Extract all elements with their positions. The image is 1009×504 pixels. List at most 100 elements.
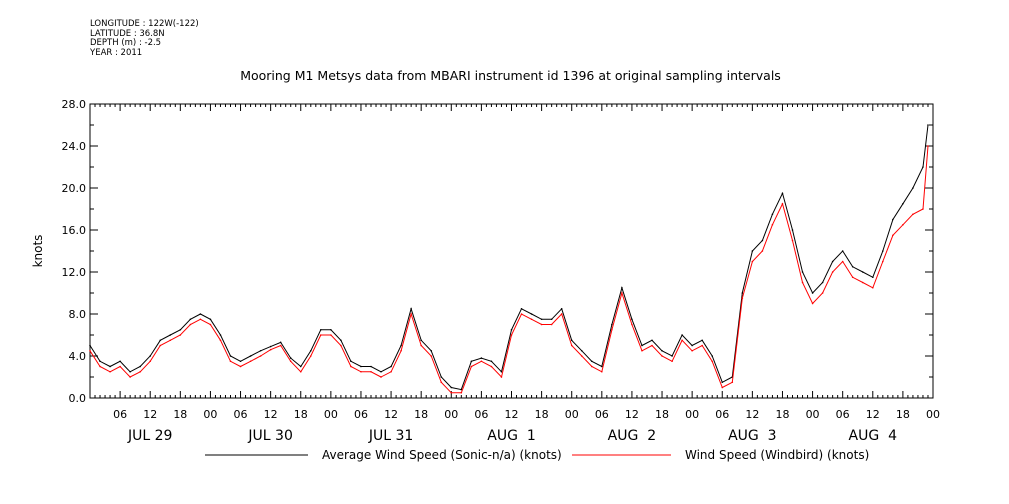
data-point [590, 360, 593, 363]
data-point [821, 281, 824, 284]
x-tick-label: 06 [234, 408, 248, 421]
x-tick-label: 18 [655, 408, 669, 421]
x-day-label: AUG 4 [849, 428, 898, 444]
data-point [681, 339, 683, 342]
data-point [490, 365, 493, 368]
x-tick-label: 00 [685, 408, 699, 421]
data-point [530, 313, 533, 315]
data-point [771, 213, 774, 216]
data-point [651, 339, 653, 342]
data-point [621, 286, 623, 289]
data-point [239, 360, 242, 363]
data-point [89, 349, 91, 352]
data-point [661, 355, 663, 357]
data-point [340, 344, 342, 347]
data-point [761, 250, 764, 252]
data-point [450, 386, 453, 389]
data-point [902, 223, 904, 226]
longitude-label: LONGITUDE : 122W(-122) [90, 19, 199, 29]
data-point [631, 318, 633, 321]
data-point [320, 334, 322, 336]
data-point [711, 360, 714, 363]
data-point [500, 370, 503, 373]
x-tick-label: 00 [806, 408, 820, 421]
data-point [691, 349, 693, 352]
y-axis-label: knots [31, 235, 45, 268]
data-point [851, 276, 854, 279]
data-point [540, 318, 543, 321]
data-point [520, 307, 523, 310]
x-day-label: AUG 2 [608, 428, 656, 444]
data-point [520, 313, 523, 315]
data-point [440, 381, 443, 384]
data-point [229, 360, 232, 363]
data-point [450, 391, 453, 394]
data-point [851, 265, 854, 268]
data-point [309, 349, 312, 352]
data-point [390, 365, 392, 368]
chart-title: Mooring M1 Metsys data from MBARI instru… [240, 68, 781, 83]
x-tick-label: 12 [505, 408, 519, 421]
data-point [400, 349, 402, 352]
data-point [249, 360, 252, 363]
data-point [641, 349, 643, 352]
data-point [239, 365, 242, 368]
data-point [209, 323, 212, 326]
x-tick-label: 12 [264, 408, 278, 421]
data-point [821, 292, 824, 294]
x-tick-label: 18 [294, 408, 308, 421]
y-tick-label: 28.0 [62, 98, 87, 111]
data-point [570, 339, 573, 342]
data-point [927, 145, 929, 147]
data-point [410, 307, 412, 310]
data-point [269, 348, 272, 351]
data-point [801, 271, 804, 273]
x-day-label: JUL 30 [247, 428, 292, 444]
x-tick-label: 12 [745, 408, 759, 421]
data-point [841, 260, 844, 263]
year-label: YEAR : 2011 [90, 47, 143, 58]
data-point [721, 381, 724, 384]
x-tick-label: 12 [866, 408, 880, 421]
data-point [219, 334, 222, 336]
data-point [510, 334, 513, 336]
x-day-label: JUL 29 [127, 428, 172, 444]
data-point [550, 323, 553, 326]
data-point [330, 334, 332, 336]
latitude-label: LATITUDE : 36.8N [90, 28, 165, 39]
data-point [631, 323, 633, 326]
data-point [350, 360, 352, 363]
data-point [601, 370, 603, 373]
y-tick-label: 12.0 [62, 266, 87, 279]
data-point [651, 344, 653, 347]
data-point [791, 229, 794, 231]
x-tick-label: 06 [113, 408, 127, 421]
data-point [159, 339, 162, 342]
data-point [420, 344, 422, 347]
data-point [249, 355, 252, 357]
data-point [470, 360, 473, 363]
data-point [781, 202, 784, 205]
data-point [801, 281, 804, 284]
data-point [611, 323, 613, 326]
data-point [711, 355, 714, 357]
data-point [149, 360, 152, 363]
data-point [871, 286, 874, 289]
data-point [440, 376, 443, 378]
x-day-label: JUL 31 [368, 428, 413, 444]
data-point [831, 271, 834, 273]
x-day-label: AUG 1 [487, 428, 535, 444]
data-point [791, 239, 794, 242]
data-point [751, 260, 754, 263]
data-point [912, 213, 914, 216]
data-point [99, 360, 101, 363]
data-point [671, 355, 673, 357]
data-point [179, 328, 182, 331]
data-point [882, 250, 884, 252]
data-point [701, 339, 703, 342]
data-point [480, 357, 483, 359]
data-point [741, 292, 744, 294]
y-tick-label: 0.0 [69, 392, 87, 405]
x-tick-label: 00 [926, 408, 940, 421]
data-point [861, 271, 864, 273]
